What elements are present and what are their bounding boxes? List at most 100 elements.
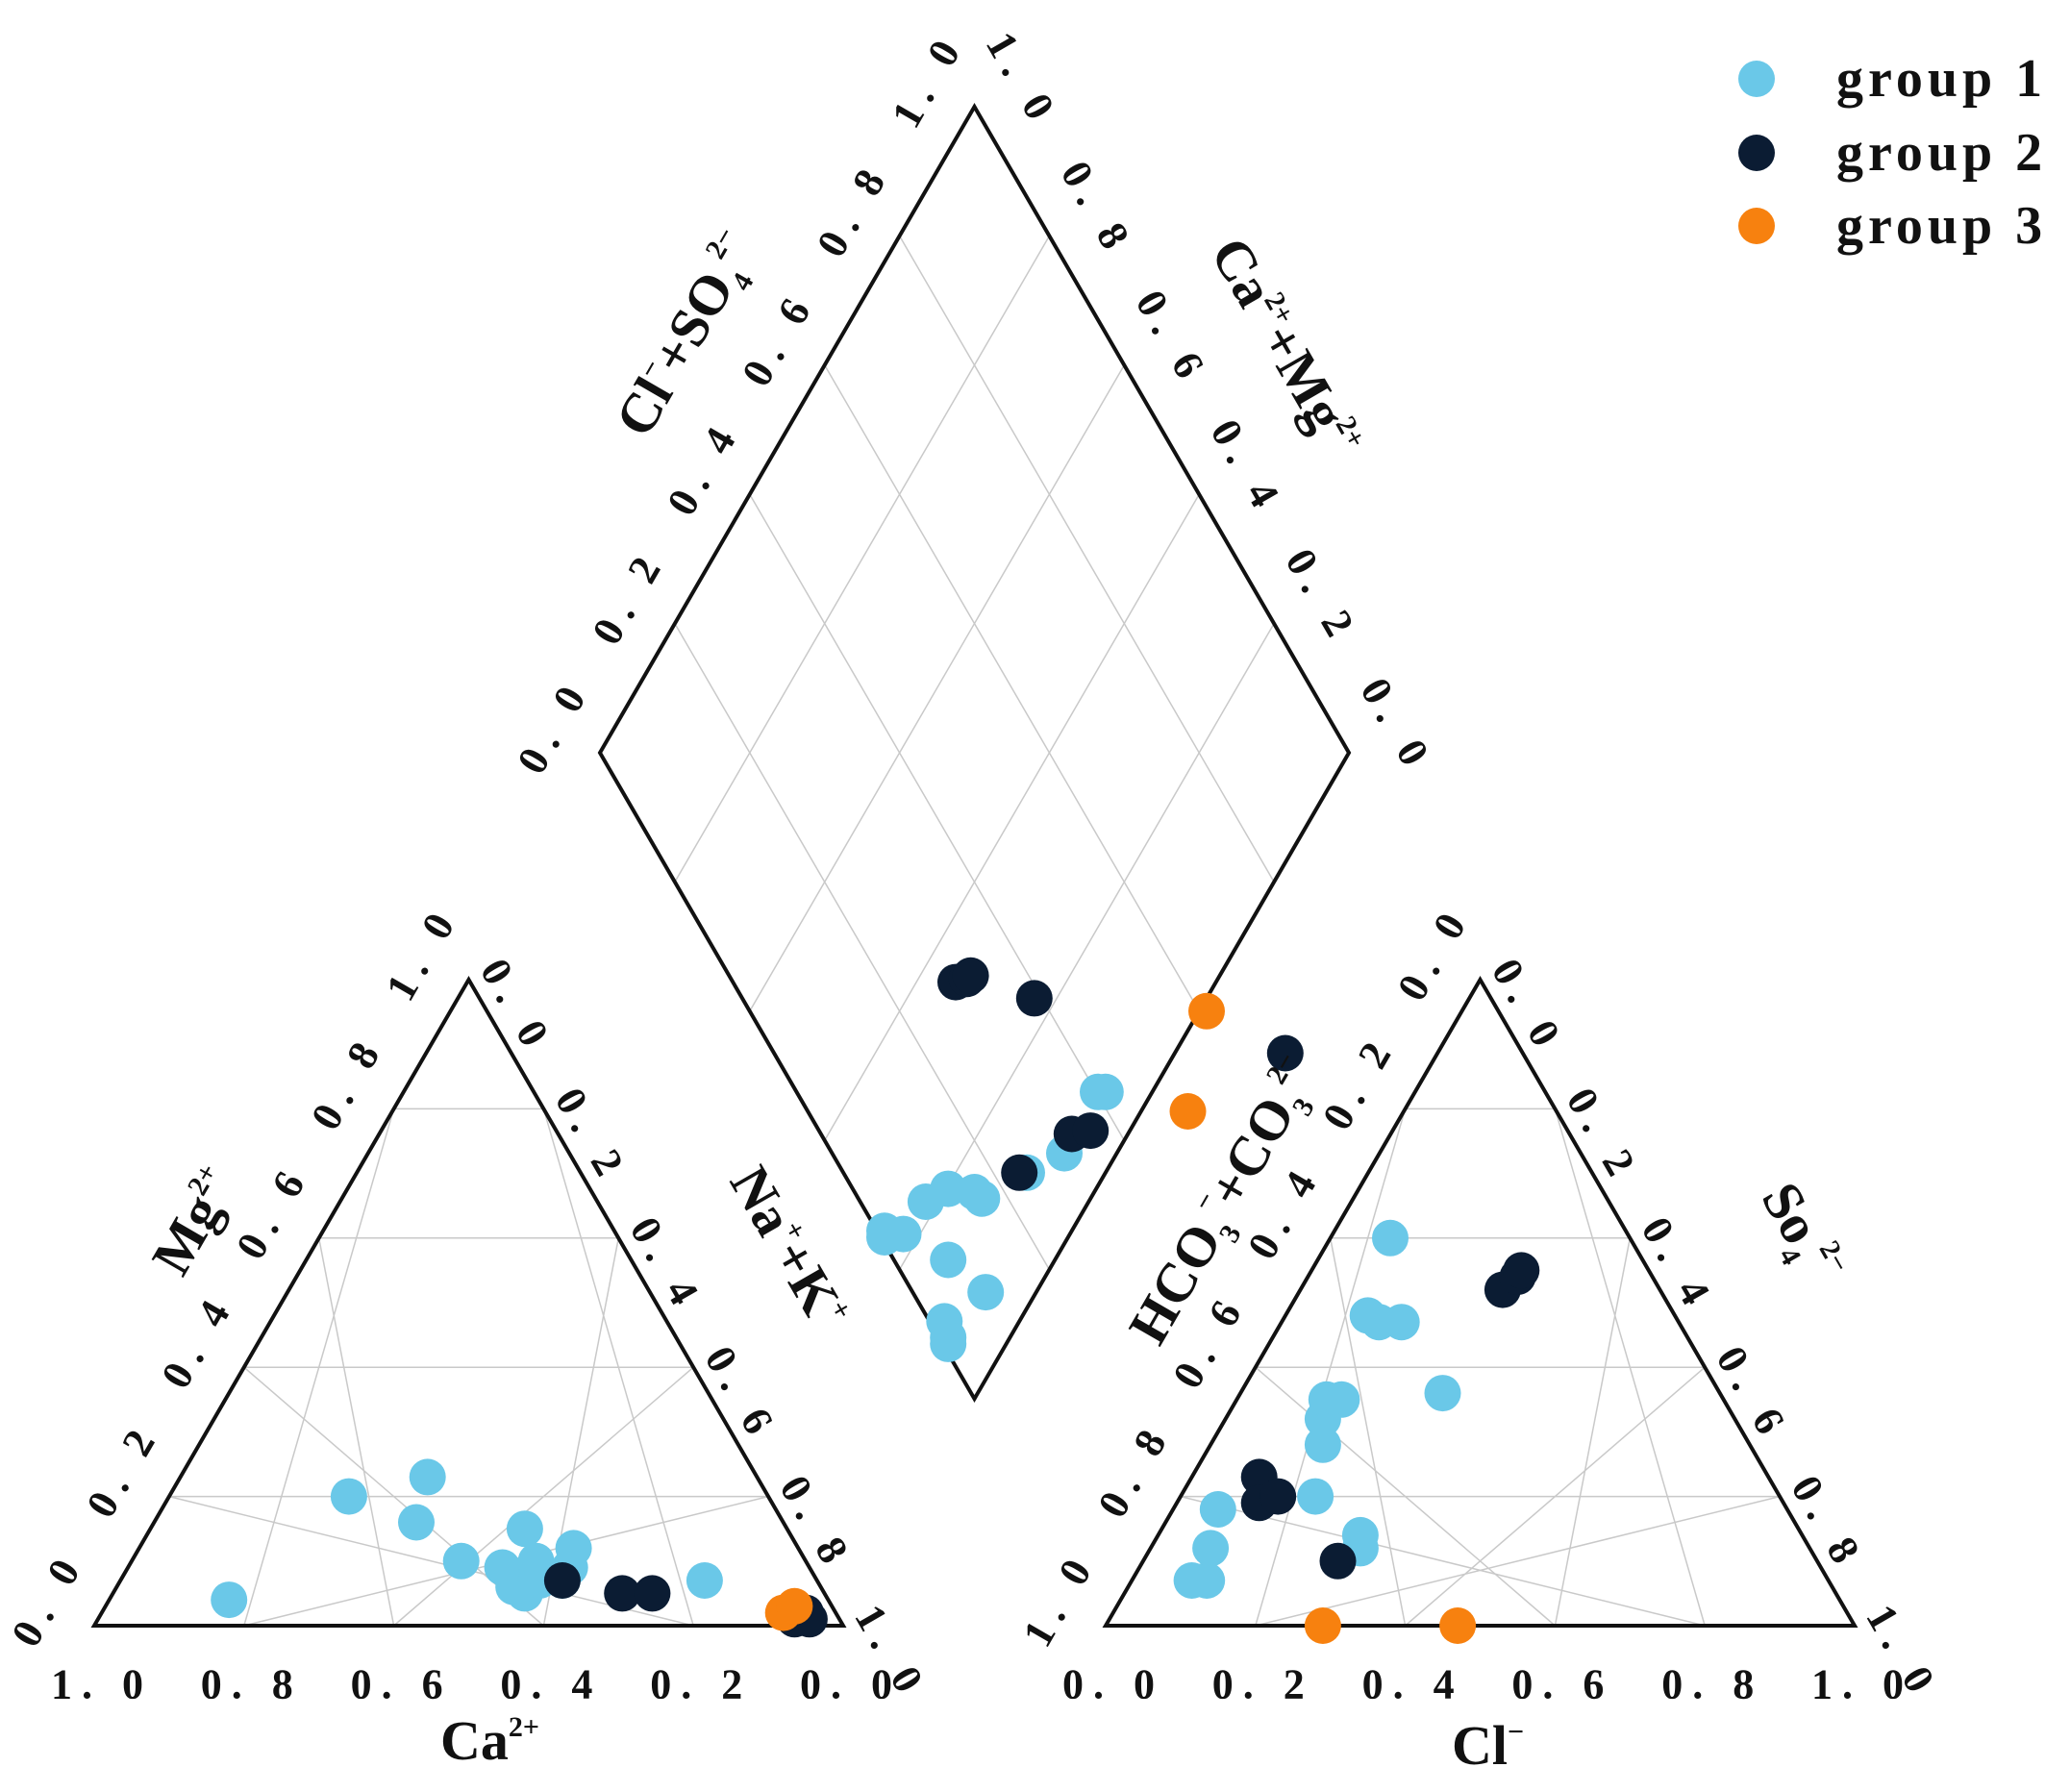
diamond-point-group3 [1188, 992, 1225, 1030]
cation-point-group1 [555, 1530, 592, 1567]
anion-bottom-tick-label: 0. 8 [1661, 1661, 1763, 1708]
cation-point-group2 [604, 1575, 641, 1612]
anion-point-group1 [1199, 1491, 1236, 1528]
anion-point-group1 [1173, 1562, 1210, 1599]
anion-hco3-tick-label: 1. 0 [1013, 1543, 1105, 1655]
cl-axis-title: Cl− [1452, 1714, 1524, 1777]
diamond-point-group3 [1169, 1093, 1207, 1130]
anion-point-group1 [1341, 1516, 1379, 1554]
cation-mg-tick-label: 0. 0 [2, 1543, 93, 1655]
anion-grid-b [1554, 1237, 1632, 1627]
diamond-point-group1 [930, 1241, 967, 1279]
diamond-left-tick-label: 0. 0 [508, 670, 599, 782]
legend-marker-group3 [1738, 208, 1775, 244]
diamond-left-tick-label: 0. 2 [583, 540, 674, 652]
anion-bottom-tick-label: 0. 4 [1362, 1661, 1464, 1708]
diamond-point-group1 [885, 1215, 922, 1253]
legend-marker-group2 [1738, 135, 1775, 171]
anion-hco3-tick-label: 0. 8 [1088, 1413, 1180, 1525]
diamond-grid-a [824, 493, 1200, 1141]
cation-point-group1 [211, 1581, 248, 1619]
nak-axis-title: Na++K+ [718, 1156, 860, 1339]
cation-point-group1 [330, 1478, 367, 1515]
diamond-point-group1 [1086, 1073, 1124, 1110]
ca-axis-title: Ca2+ [440, 1709, 539, 1772]
anion-point-group1 [1424, 1375, 1461, 1412]
legend-label-group2: group 2 [1836, 123, 2047, 183]
diamond-point-group1 [930, 1170, 967, 1207]
cation-mg-tick-label: 0. 4 [152, 1284, 243, 1396]
cation-point-group1 [442, 1542, 480, 1580]
diamond-point-group1 [926, 1303, 963, 1340]
legend-label-group3: group 3 [1836, 196, 2047, 256]
anion-point-group3 [1439, 1607, 1477, 1644]
anion-triangle-frame [1102, 976, 1858, 1628]
diamond-frame [597, 103, 1352, 1403]
cation-mg-tick-label: 0. 6 [227, 1156, 318, 1267]
diamond-right-tick-label: 0. 4 [1201, 411, 1292, 523]
cation-point-group3 [776, 1587, 813, 1625]
anion-grid-b [1554, 1108, 1706, 1627]
diamond-left-tick-label: 0. 8 [808, 153, 899, 264]
cation-triangle-frame [90, 976, 847, 1628]
mg-axis-title: Mg2+ [139, 1157, 249, 1285]
anion-hco3-tick-label: 0. 0 [1388, 897, 1480, 1008]
anion-point-group3 [1304, 1607, 1341, 1644]
diamond-point-group2 [1015, 980, 1053, 1017]
diamond-point-group2 [1001, 1154, 1038, 1191]
diamond-point-group2 [952, 957, 989, 994]
diamond-grid-b [824, 364, 1200, 1012]
anion-grid-b [1255, 1495, 1781, 1627]
anion-bottom-tick-label: 1. 0 [1811, 1661, 1913, 1708]
diamond-grid-b [898, 236, 1275, 883]
anion-point-group1 [1323, 1381, 1360, 1418]
cation-bottom-tick-label: 0. 0 [800, 1661, 902, 1708]
diamond-grid-a [674, 236, 1051, 883]
diamond-point-group2 [1072, 1112, 1110, 1150]
cation-bottom-tick-label: 0. 4 [500, 1661, 602, 1708]
diamond-right-tick-label: 0. 2 [1276, 540, 1367, 652]
so4-axis-title: So4 2− [1743, 1172, 1856, 1297]
anion-point-group1 [1297, 1478, 1334, 1515]
data-points [211, 957, 1540, 1644]
diamond-right-tick-label: 0. 8 [1052, 153, 1143, 264]
cation-point-group2 [543, 1562, 581, 1599]
legend-label-group1: group 1 [1836, 49, 2047, 109]
anion-bottom-tick-label: 0. 2 [1212, 1661, 1314, 1708]
anion-grid-a [1329, 1237, 1407, 1627]
anion-point-group2 [1503, 1252, 1540, 1289]
cation-point-group1 [686, 1562, 723, 1599]
cation-mg-tick-label: 0. 8 [302, 1026, 393, 1137]
cation-grid-b [542, 1108, 694, 1627]
cation-bottom-tick-label: 0. 6 [351, 1661, 453, 1708]
diamond-left-tick-label: 0. 4 [658, 411, 749, 523]
cation-point-group1 [506, 1510, 543, 1548]
cation-point-group1 [409, 1458, 446, 1496]
anion-hco3-tick-label: 0. 2 [1313, 1026, 1405, 1137]
anion-point-group1 [1304, 1426, 1341, 1463]
legend-marker-group1 [1738, 61, 1775, 97]
cation-grid-b [393, 1366, 694, 1627]
cation-point-group1 [398, 1504, 435, 1541]
diamond-grid-b [674, 623, 1051, 1270]
anion-point-group1 [1372, 1219, 1409, 1257]
anion-point-group2 [1259, 1478, 1297, 1515]
cation-grid-a [168, 1495, 694, 1627]
clso4-axis-title: Cl−+SO42− [603, 222, 776, 451]
diamond-right-tick-label: 0. 0 [1351, 670, 1442, 782]
anion-point-group2 [1319, 1542, 1357, 1580]
diamond-point-group2 [1266, 1034, 1304, 1072]
diamond-grid-b [749, 493, 1125, 1141]
diamond-right-tick-label: 0. 6 [1127, 283, 1218, 394]
diamond-left-tick-label: 0. 6 [733, 283, 824, 394]
diamond-right-tick-label: 1. 0 [977, 24, 1068, 136]
cation-bottom-tick-label: 1. 0 [51, 1661, 153, 1708]
diamond-left-tick-label: 1. 0 [883, 24, 974, 136]
diamond-grid-a [749, 364, 1125, 1012]
anion-bottom-tick-label: 0. 6 [1511, 1661, 1613, 1708]
cation-bottom-tick-label: 0. 8 [201, 1661, 303, 1708]
legend: group 1 group 2 group 3 [1738, 49, 2047, 256]
cation-grid-a [317, 1237, 395, 1627]
cation-mg-tick-label: 0. 2 [77, 1413, 168, 1525]
diamond-grid-a [898, 623, 1275, 1270]
